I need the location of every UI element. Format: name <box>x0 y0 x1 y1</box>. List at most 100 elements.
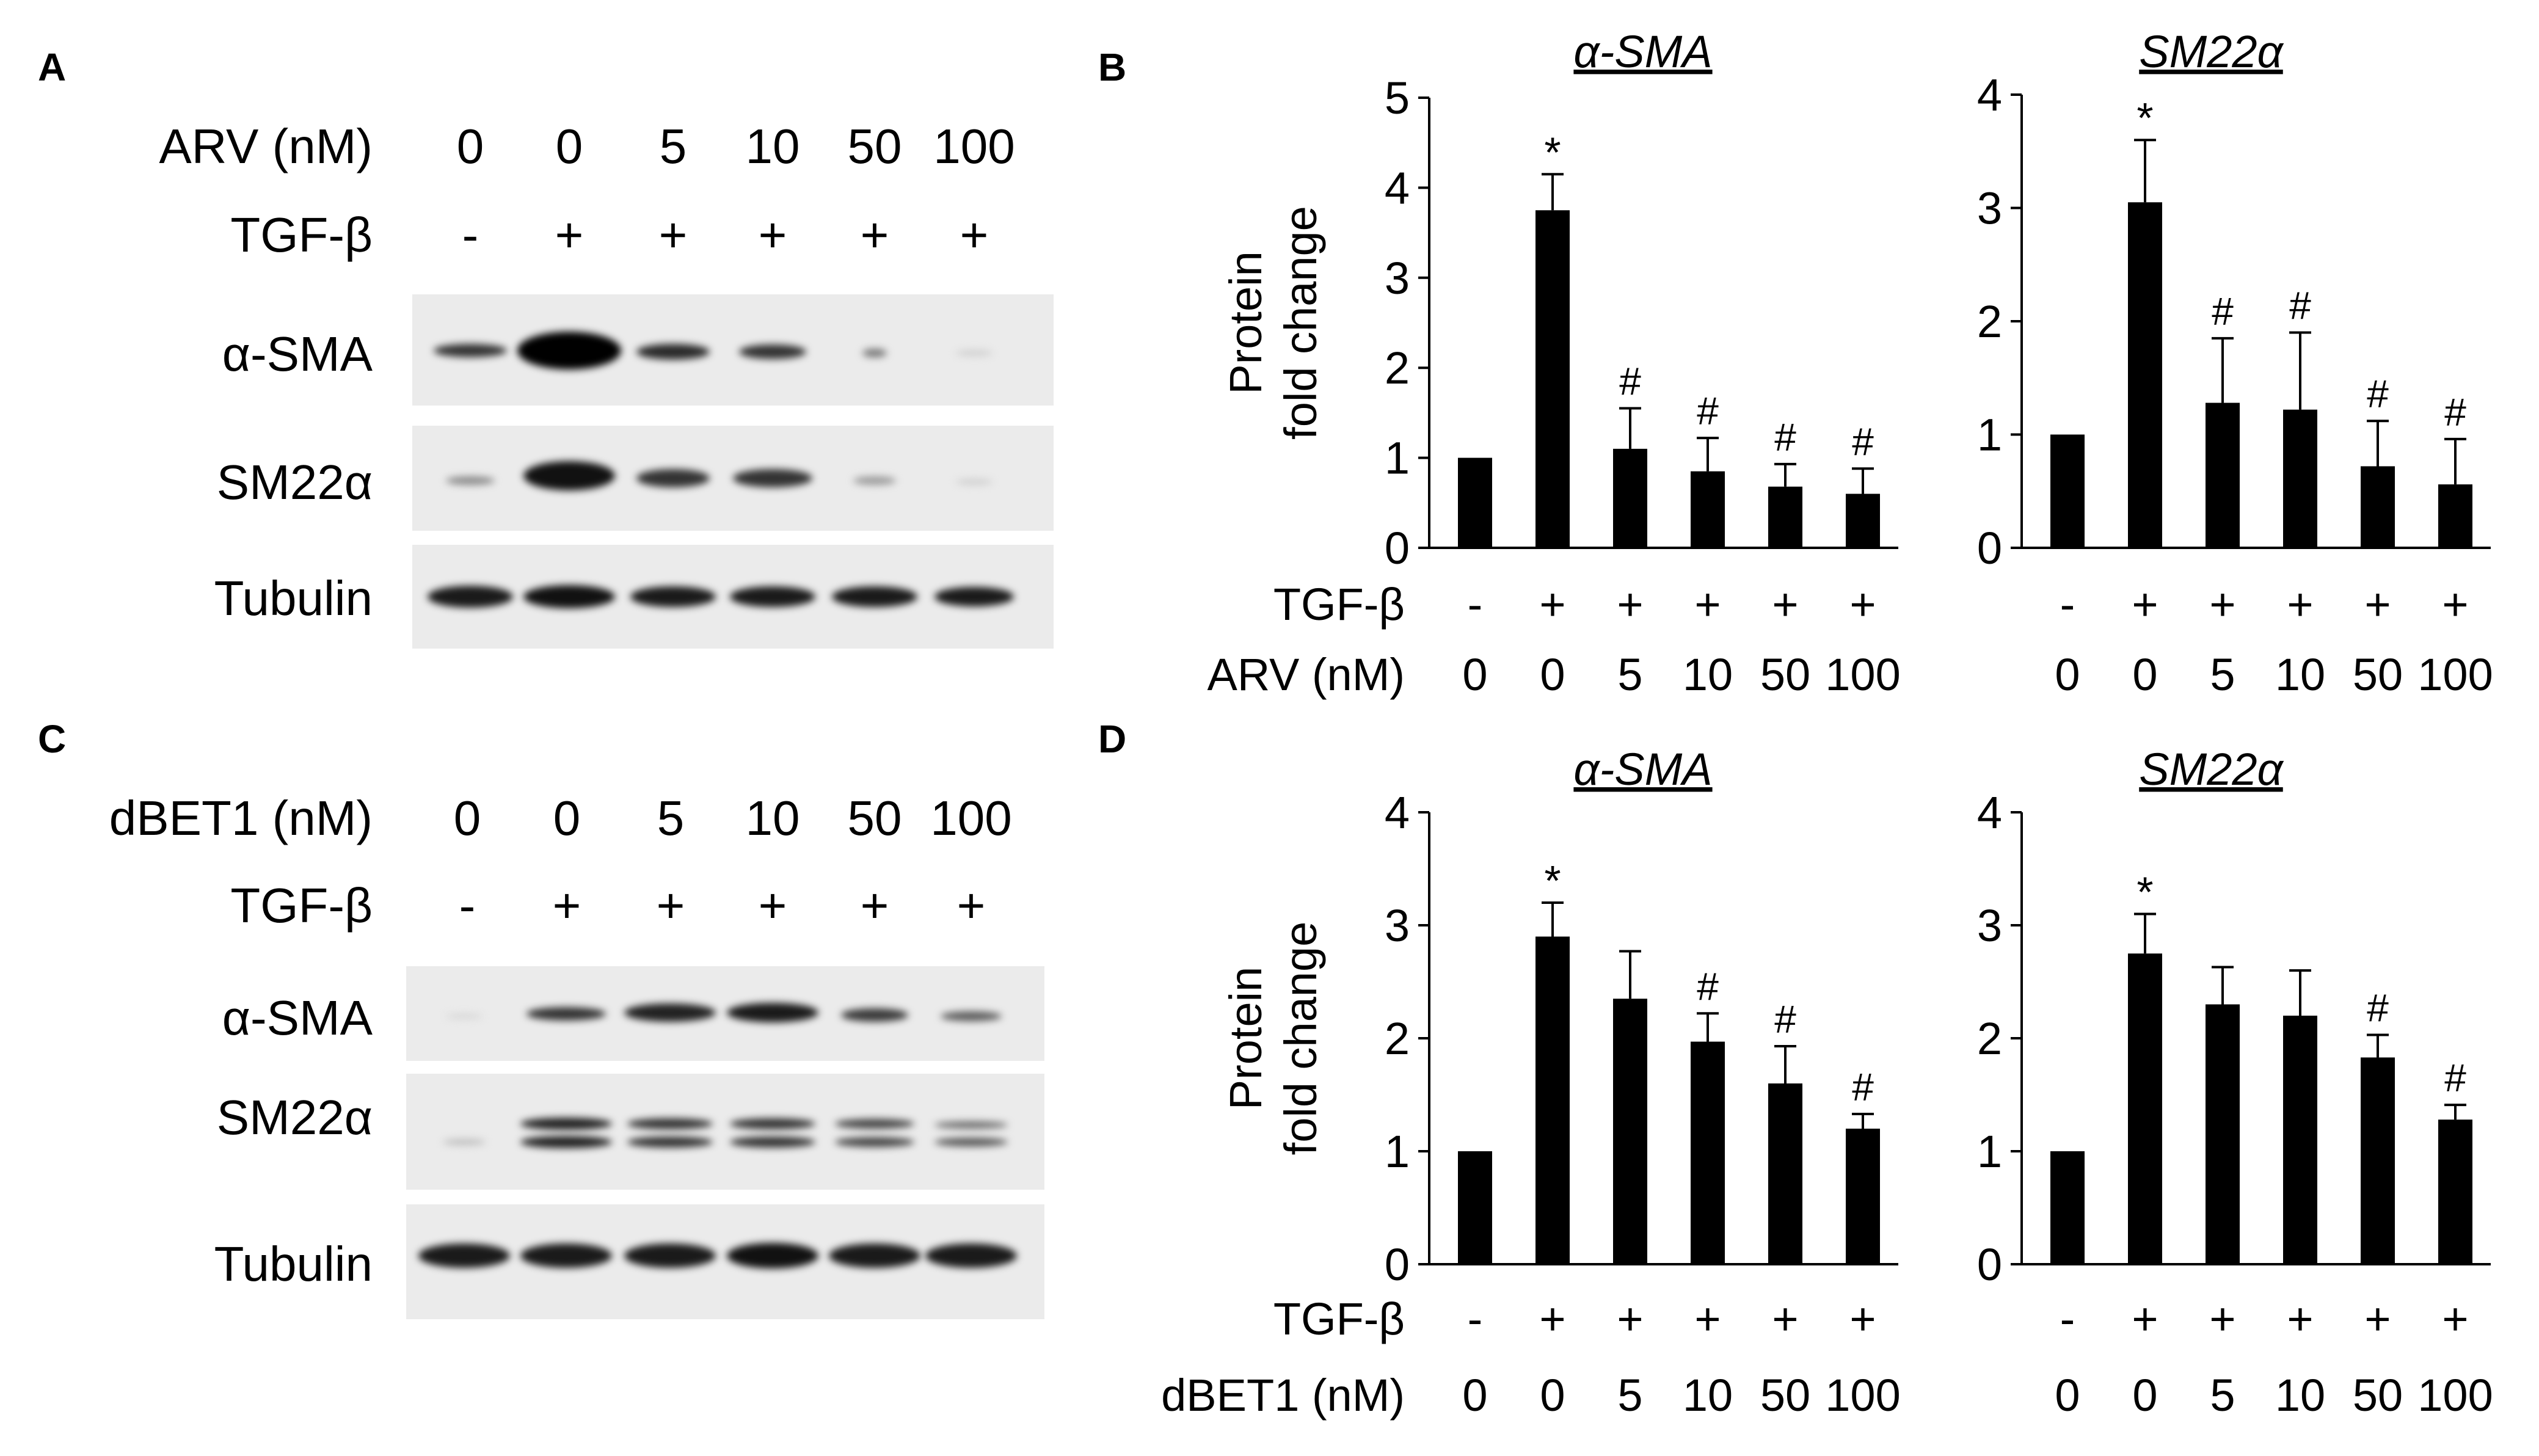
significance-hash: # <box>1774 415 1796 459</box>
band <box>956 479 993 485</box>
bar <box>2283 409 2317 548</box>
bar <box>1613 999 1647 1264</box>
band <box>934 1121 1008 1129</box>
band <box>739 344 806 359</box>
band <box>835 1119 914 1129</box>
band <box>829 1243 920 1268</box>
y-tick-label: 2 <box>1977 296 2002 347</box>
y-tick-label: 4 <box>1977 787 2002 838</box>
chart-title: α-SMA <box>1573 744 1712 795</box>
bar <box>1768 486 1802 548</box>
x-tgf-label: + <box>2209 1294 2235 1344</box>
panel-c-treatment-label: dBET1 (nM) <box>109 791 373 845</box>
band <box>520 1118 612 1130</box>
band <box>636 469 710 487</box>
x-tgf-label: + <box>1849 579 1876 630</box>
x-tick-label: 0 <box>2055 649 2080 700</box>
significance-hash: # <box>2289 284 2311 328</box>
x-row-label-tgf: TGF-β <box>1273 1294 1405 1344</box>
blot-strip-tubulin <box>412 545 1054 649</box>
x-tick-label: 0 <box>1540 649 1565 700</box>
blot-label-asma: α-SMA <box>222 327 373 381</box>
x-tick-label: 5 <box>1617 649 1642 700</box>
panel-c-treatment-value: 0 <box>553 791 581 845</box>
band <box>730 586 815 607</box>
x-tick-label: 0 <box>1462 649 1487 700</box>
x-tick-label: 50 <box>1760 1370 1810 1421</box>
band <box>443 1139 486 1145</box>
significance-hash: # <box>1774 997 1796 1041</box>
band <box>835 1137 914 1147</box>
band <box>934 587 1014 606</box>
panel-c-treatment-value: 5 <box>657 791 685 845</box>
x-tgf-label: - <box>1468 579 1483 630</box>
y-axis-label-line1: Protein <box>1220 251 1271 394</box>
y-tick-label: 4 <box>1385 787 1410 838</box>
panel-c-tgf-value: + <box>552 878 581 933</box>
panel-a-tgf-value: + <box>960 208 989 262</box>
x-tgf-label: + <box>2287 579 2313 630</box>
blot-label-tubulin: Tubulin <box>214 1237 373 1291</box>
y-tick-label: 1 <box>1385 433 1410 484</box>
panel-a-tgf-value: + <box>555 208 584 262</box>
y-axis-label-line2: fold change <box>1275 922 1326 1156</box>
x-tgf-label: + <box>2132 1294 2158 1344</box>
x-tgf-label: + <box>1772 1294 1798 1344</box>
x-tick-label: 100 <box>1825 649 1900 700</box>
significance-star: * <box>1544 857 1561 905</box>
significance-hash: # <box>1697 389 1719 433</box>
panel-c-tgf-value: + <box>656 878 685 933</box>
x-tick-label: 0 <box>2132 1370 2157 1421</box>
panel-a-treatment-value: 0 <box>456 119 484 173</box>
band <box>523 461 615 490</box>
y-tick-label: 0 <box>1385 523 1410 573</box>
y-tick-label: 0 <box>1977 523 2002 573</box>
panel-c-tgf-value: + <box>860 878 889 933</box>
bar <box>2361 1057 2395 1264</box>
x-tgf-label: + <box>1694 579 1721 630</box>
x-tgf-label: + <box>2132 579 2158 630</box>
panel-a-treatment-value: 0 <box>555 119 583 173</box>
y-axis-label-line2: fold change <box>1275 206 1326 440</box>
y-tick-label: 5 <box>1385 73 1410 123</box>
band <box>526 1007 606 1021</box>
bar <box>1458 457 1492 548</box>
band <box>523 585 615 608</box>
band <box>730 1137 815 1148</box>
significance-star: * <box>2136 94 2153 142</box>
panel-c-tgf-value: + <box>956 878 986 933</box>
panel-a-tgf-value: + <box>758 208 787 262</box>
x-tick-label: 100 <box>1825 1370 1900 1421</box>
significance-hash: # <box>1697 964 1719 1008</box>
x-tick-label: 100 <box>2417 1370 2493 1421</box>
y-tick-label: 1 <box>1977 1126 2002 1177</box>
bar <box>1613 448 1647 548</box>
x-tgf-label: + <box>1539 1294 1565 1344</box>
bar <box>1535 936 1570 1264</box>
panel-label-c: C <box>38 717 67 761</box>
panel-c-tgf-value: - <box>459 878 476 933</box>
band <box>853 476 896 485</box>
bar <box>1691 471 1725 548</box>
x-tgf-label: + <box>1617 579 1643 630</box>
panel-a-treatment-label: ARV (nM) <box>159 119 373 173</box>
band <box>446 476 495 485</box>
x-tgf-label: - <box>2060 579 2075 630</box>
panel-a-tgf-value: + <box>658 208 688 262</box>
significance-hash: # <box>2212 289 2234 333</box>
bar <box>2050 434 2085 548</box>
band <box>446 1014 483 1019</box>
x-tgf-label: + <box>2287 1294 2313 1344</box>
significance-hash: # <box>2444 390 2466 434</box>
bar <box>2361 466 2395 548</box>
x-tick-label: 50 <box>2353 1370 2403 1421</box>
panel-c-tgf-value: + <box>758 878 787 933</box>
significance-hash: # <box>2367 372 2389 416</box>
bar <box>1691 1041 1725 1264</box>
x-tgf-label: + <box>1849 1294 1876 1344</box>
x-tgf-label: - <box>2060 1294 2075 1344</box>
band <box>627 1118 713 1129</box>
bar <box>1846 1129 1880 1264</box>
panel-a-tgf-value: - <box>462 208 479 262</box>
bar <box>2128 953 2162 1264</box>
